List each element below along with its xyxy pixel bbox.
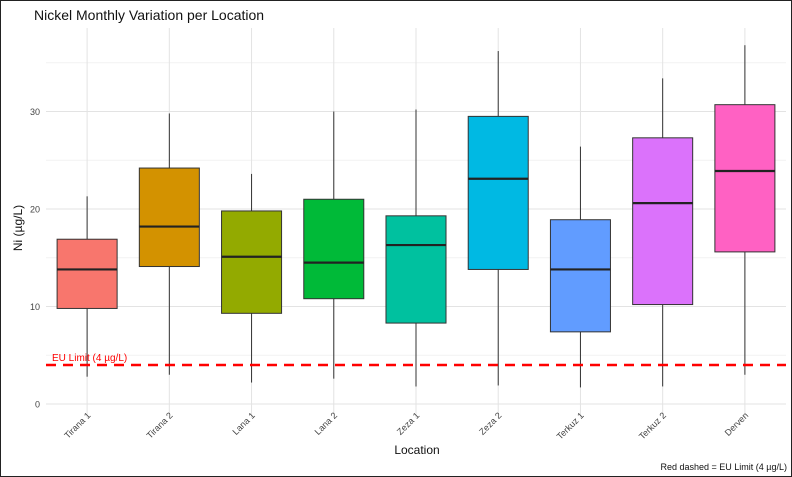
- box-terkuz-1: [549, 146, 611, 388]
- reference-line-group: EU Limit (4 µg/L): [46, 353, 786, 367]
- box-body: [385, 215, 447, 324]
- y-tick-label: 0: [35, 400, 40, 410]
- x-tick-label: Zeza 1: [395, 410, 422, 437]
- x-tick-label: Tirana 2: [145, 410, 175, 440]
- y-tick-label: 10: [30, 302, 40, 312]
- box-body: [303, 198, 365, 300]
- y-tick-label: 30: [30, 107, 40, 117]
- x-tick-label: Tirana 1: [62, 410, 92, 440]
- chart-title: Nickel Monthly Variation per Location: [34, 7, 264, 23]
- x-axis-label: Location: [394, 443, 439, 457]
- box-tirana-1: [56, 196, 118, 377]
- box-body: [549, 219, 611, 333]
- box-body: [632, 137, 694, 306]
- y-axis-label: Ni (µg/L): [11, 205, 25, 251]
- box-lana-2: [303, 111, 365, 379]
- x-tick-label: Lana 2: [313, 410, 340, 437]
- y-axis-ticks: 0 10 20 30: [30, 107, 40, 410]
- box-body: [56, 238, 118, 309]
- x-tick-label: Zeza 2: [477, 410, 504, 437]
- boxes: [56, 45, 776, 388]
- x-tick-label: Terkuz 2: [637, 410, 668, 441]
- y-tick-label: 20: [30, 205, 40, 215]
- eu-limit-label: EU Limit (4 µg/L): [52, 353, 127, 364]
- x-axis-ticks: Tirana 1 Tirana 2 Lana 1 Lana 2 Zeza 1 Zeza 2…: [62, 410, 750, 441]
- box-body: [467, 115, 529, 270]
- box-body: [714, 104, 776, 253]
- x-tick-label: Lana 1: [230, 410, 257, 437]
- box-zeza-2: [467, 51, 529, 386]
- box-body: [221, 210, 283, 314]
- x-tick-label: Terkuz 1: [555, 410, 586, 441]
- box-derven: [714, 45, 776, 375]
- box-terkuz-2: [632, 78, 694, 387]
- box-lana-1: [221, 173, 283, 383]
- box-tirana-2: [138, 113, 200, 375]
- box-zeza-1: [385, 109, 447, 387]
- chart-caption: Red dashed = EU Limit (4 µg/L): [661, 462, 788, 472]
- x-tick-label: Derven: [723, 410, 751, 438]
- box-body: [138, 167, 200, 268]
